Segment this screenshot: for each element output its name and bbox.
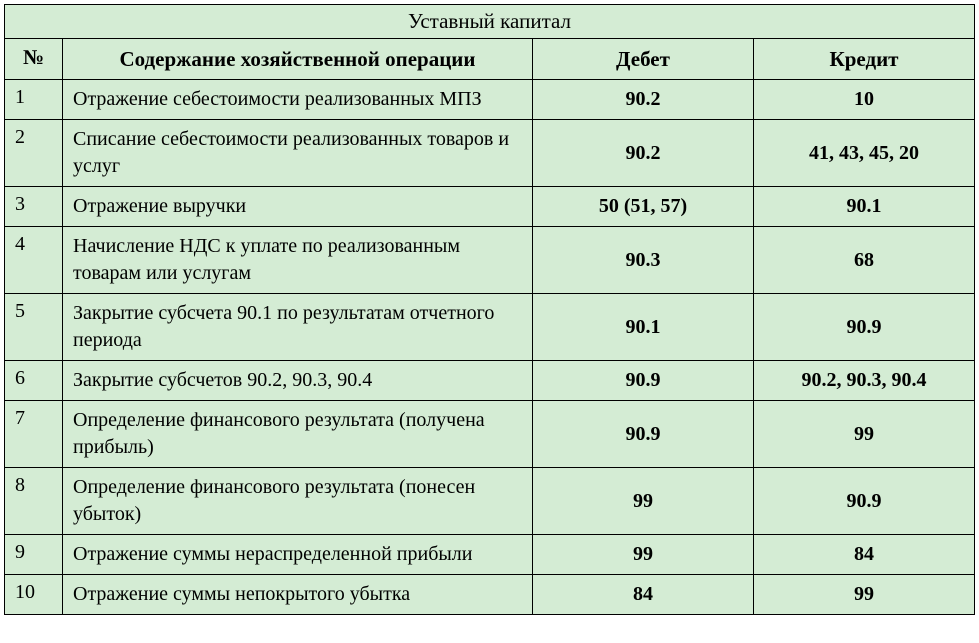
- row-desc: Отражение суммы нераспределенной прибыли: [63, 535, 533, 575]
- row-desc: Начисление НДС к уплате по реализованным…: [63, 227, 533, 294]
- table-row: 10Отражение суммы непокрытого убытка8499: [5, 575, 975, 615]
- row-desc: Закрытие субсчета 90.1 по результатам от…: [63, 294, 533, 361]
- row-debit: 90.1: [533, 294, 754, 361]
- row-num: 10: [5, 575, 63, 615]
- row-credit: 10: [754, 80, 975, 120]
- table-row: 7Определение финансового результата (пол…: [5, 401, 975, 468]
- row-desc: Отражение выручки: [63, 187, 533, 227]
- header-debit: Дебет: [533, 39, 754, 80]
- table-row: 3Отражение выручки50 (51, 57)90.1: [5, 187, 975, 227]
- row-num: 6: [5, 361, 63, 401]
- table-body: Уставный капитал № Содержание хозяйствен…: [5, 5, 975, 615]
- row-desc: Отражение себестоимости реализованных МП…: [63, 80, 533, 120]
- table-row: 6Закрытие субсчетов 90.2, 90.3, 90.490.9…: [5, 361, 975, 401]
- header-desc: Содержание хозяйственной операции: [63, 39, 533, 80]
- header-credit: Кредит: [754, 39, 975, 80]
- row-debit: 90.9: [533, 401, 754, 468]
- table-title: Уставный капитал: [5, 5, 975, 39]
- row-credit: 99: [754, 575, 975, 615]
- row-credit: 90.1: [754, 187, 975, 227]
- row-debit: 90.2: [533, 120, 754, 187]
- table-row: 5Закрытие субсчета 90.1 по результатам о…: [5, 294, 975, 361]
- accounting-table: Уставный капитал № Содержание хозяйствен…: [4, 4, 975, 615]
- row-credit: 90.2, 90.3, 90.4: [754, 361, 975, 401]
- row-desc: Отражение суммы непокрытого убытка: [63, 575, 533, 615]
- row-num: 3: [5, 187, 63, 227]
- title-row: Уставный капитал: [5, 5, 975, 39]
- row-desc: Определение финансового результата (поне…: [63, 468, 533, 535]
- row-debit: 50 (51, 57): [533, 187, 754, 227]
- row-credit: 84: [754, 535, 975, 575]
- row-num: 5: [5, 294, 63, 361]
- header-num: №: [5, 39, 63, 80]
- table-row: 1Отражение себестоимости реализованных М…: [5, 80, 975, 120]
- row-num: 2: [5, 120, 63, 187]
- row-num: 8: [5, 468, 63, 535]
- row-debit: 84: [533, 575, 754, 615]
- row-num: 4: [5, 227, 63, 294]
- row-debit: 90.2: [533, 80, 754, 120]
- row-credit: 41, 43, 45, 20: [754, 120, 975, 187]
- row-credit: 68: [754, 227, 975, 294]
- row-debit: 99: [533, 468, 754, 535]
- row-num: 9: [5, 535, 63, 575]
- table-row: 4Начисление НДС к уплате по реализованны…: [5, 227, 975, 294]
- row-debit: 90.3: [533, 227, 754, 294]
- row-desc: Определение финансового результата (полу…: [63, 401, 533, 468]
- row-credit: 90.9: [754, 468, 975, 535]
- table-row: 2Списание себестоимости реализованных то…: [5, 120, 975, 187]
- row-debit: 90.9: [533, 361, 754, 401]
- table-row: 8Определение финансового результата (пон…: [5, 468, 975, 535]
- row-credit: 90.9: [754, 294, 975, 361]
- row-debit: 99: [533, 535, 754, 575]
- row-desc: Списание себестоимости реализованных тов…: [63, 120, 533, 187]
- row-num: 7: [5, 401, 63, 468]
- row-credit: 99: [754, 401, 975, 468]
- table-row: 9Отражение суммы нераспределенной прибыл…: [5, 535, 975, 575]
- row-num: 1: [5, 80, 63, 120]
- row-desc: Закрытие субсчетов 90.2, 90.3, 90.4: [63, 361, 533, 401]
- header-row: № Содержание хозяйственной операции Дебе…: [5, 39, 975, 80]
